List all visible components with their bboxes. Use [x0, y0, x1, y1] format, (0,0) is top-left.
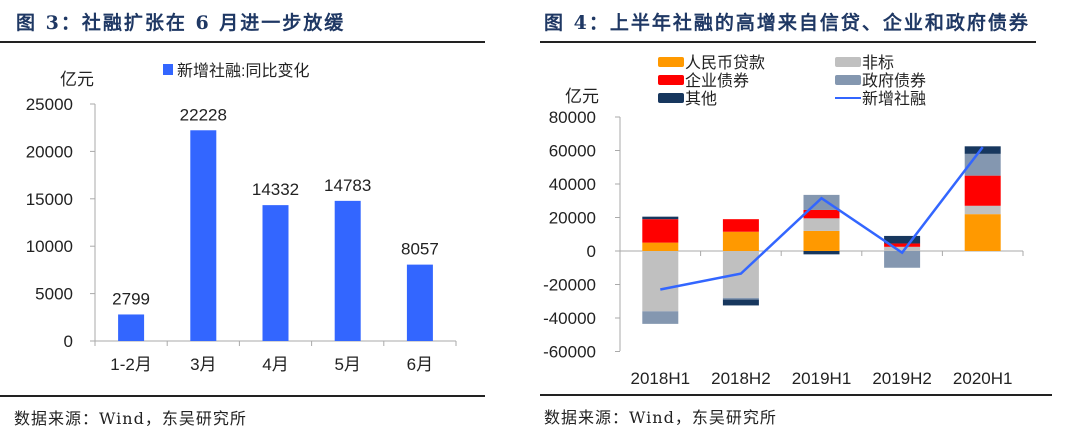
- stacked-bar-segment: [884, 246, 921, 251]
- stacked-bar-segment: [803, 218, 840, 231]
- legend-swatch: [835, 57, 861, 67]
- legend-swatch: [658, 57, 684, 67]
- figure-3-title: 图 3：社融扩张在 6 月进一步放缓: [16, 12, 346, 34]
- data-source-note: 数据来源：Wind，东吴研究所: [544, 408, 777, 427]
- x-category-label: 2020H1: [953, 369, 1013, 388]
- x-category-label: 4月: [262, 355, 288, 374]
- legend-swatch: [658, 93, 684, 103]
- bar: [406, 264, 433, 341]
- bar: [118, 314, 145, 341]
- y-tick-label: -60000: [543, 343, 596, 362]
- stacked-bar-segment: [964, 146, 1001, 154]
- y-axis-unit: 亿元: [60, 70, 94, 89]
- bar-value-label: 22228: [180, 105, 227, 124]
- x-category-label: 2018H2: [711, 369, 771, 388]
- x-category-label: 3月: [190, 355, 216, 374]
- y-tick-label: 5000: [35, 285, 73, 304]
- x-category-label: 2019H1: [792, 369, 852, 388]
- bar-value-label: 8057: [401, 240, 439, 259]
- title-rule: [540, 41, 1036, 43]
- legend-swatch-blue: [163, 64, 173, 75]
- figure-3-panel: 图 3：社融扩张在 6 月进一步放缓 亿元 新增社融:同比变化 0 5000 10000…: [0, 12, 485, 428]
- figure-4-panel: 图 4：上半年社融的高增来自信贷、企业和政府债券 亿元 人民币贷款 非标企业债券 政府…: [540, 0, 1080, 435]
- x-category-label: 6月: [407, 355, 433, 374]
- figure-4-title: 图 4：上半年社融的高增来自信贷、企业和政府债券: [544, 12, 1030, 34]
- legend-swatch: [658, 75, 684, 85]
- x-category-label: 2018H1: [631, 369, 691, 388]
- legend-label: 非标: [862, 54, 894, 72]
- stacked-bar-segment: [642, 242, 679, 251]
- y-tick-label: 0: [64, 332, 73, 351]
- stacked-bar-segment: [642, 251, 679, 312]
- stacked-bar-segment: [964, 205, 1001, 215]
- legend-label: 企业债券: [685, 72, 749, 90]
- x-category-label: 2019H2: [872, 369, 932, 388]
- stacked-bar-segment: [803, 230, 840, 251]
- y-tick-label: 80000: [549, 108, 596, 127]
- legend-swatch: [835, 75, 861, 85]
- stacked-bar-segment: [803, 251, 840, 255]
- stacked-bar-segment: [884, 243, 921, 247]
- stacked-bar-segment: [642, 311, 679, 324]
- y-tick-label: 10000: [26, 237, 73, 256]
- stacked-bar-segment: [722, 231, 759, 251]
- stacked-bar-segment: [964, 214, 1001, 251]
- source-rule: [540, 394, 1052, 396]
- legend-label: 新增社融: [862, 90, 926, 108]
- y-tick-label: 25000: [26, 95, 73, 114]
- data-source-note: 数据来源：Wind，东吴研究所: [14, 409, 247, 428]
- y-tick-label: -40000: [543, 309, 596, 328]
- y-tick-label: -20000: [543, 276, 596, 295]
- stacked-bar-segment: [642, 219, 679, 243]
- stacked-bar-segment: [884, 251, 921, 268]
- stacked-bar-segment: [722, 219, 759, 232]
- legend-label: 人民币贷款: [685, 54, 765, 72]
- stacked-bar-segment: [722, 299, 759, 306]
- bar: [262, 205, 289, 341]
- y-tick-label: 15000: [26, 190, 73, 209]
- y-tick-label: 20000: [26, 142, 73, 161]
- legend-label: 政府债券: [862, 72, 926, 90]
- legend-label: 其他: [685, 90, 717, 108]
- bar: [334, 200, 361, 341]
- y-tick-label: 0: [587, 242, 596, 261]
- stacked-bar-segment: [642, 216, 679, 220]
- source-rule: [0, 395, 485, 397]
- stacked-bar-segment: [722, 297, 759, 300]
- line-series-new-financing: [660, 146, 984, 291]
- bar-chart-social-financing-yoy: 亿元 新增社融:同比变化 0 5000 10000 15000 20000 25000 2799…: [26, 62, 457, 374]
- bar-value-label: 14783: [324, 176, 371, 195]
- stacked-bar-segment: [964, 175, 1001, 206]
- y-axis-unit: 亿元: [565, 87, 599, 106]
- legend-label: 新增社融:同比变化: [177, 62, 309, 80]
- y-tick-label: 20000: [549, 209, 596, 228]
- stacked-bar-segment: [803, 209, 840, 219]
- y-tick-label: 60000: [549, 142, 596, 161]
- x-category-label: 5月: [334, 355, 360, 374]
- title-rule: [0, 41, 485, 43]
- bar-value-label: 2799: [112, 289, 150, 308]
- stacked-bar-segment: [884, 235, 921, 244]
- y-tick-label: 40000: [549, 175, 596, 194]
- x-category-label: 1-2月: [110, 355, 152, 374]
- bar-value-label: 14332: [252, 180, 299, 199]
- bar: [190, 130, 217, 341]
